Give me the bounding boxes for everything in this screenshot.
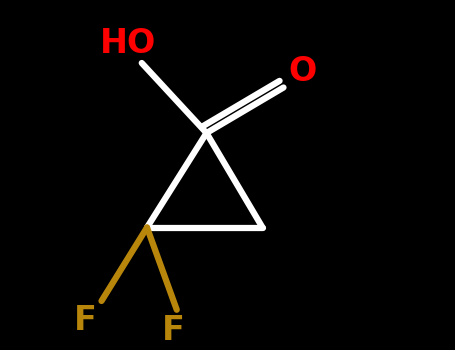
Text: F: F — [74, 304, 97, 337]
Text: F: F — [162, 314, 185, 347]
Text: O: O — [288, 55, 317, 88]
Text: HO: HO — [100, 27, 156, 60]
